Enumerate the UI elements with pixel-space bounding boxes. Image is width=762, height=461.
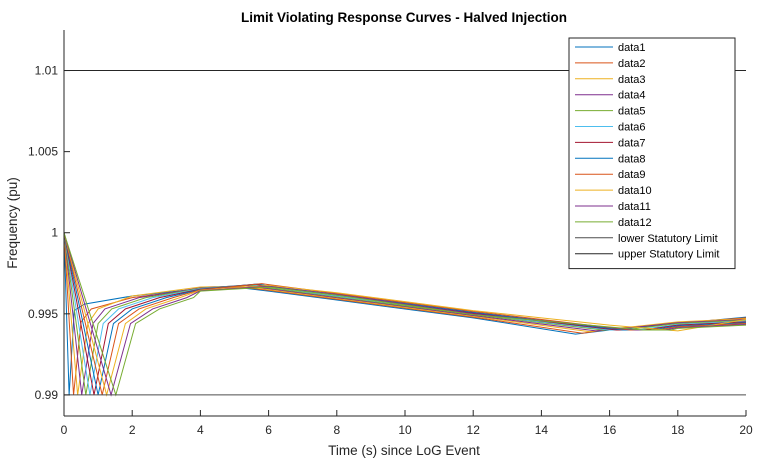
- x-tick-label: 16: [603, 423, 617, 437]
- legend-label: upper Statutory Limit: [618, 249, 720, 261]
- y-axis-label: Frequency (pu): [5, 177, 20, 269]
- axes-layer: 0 2 4 6 8 10 12 14 16 18 20 0.99 0.995 1 1.005 1.01: [28, 30, 753, 437]
- x-tick-label: 20: [739, 423, 753, 437]
- x-tick-label: 0: [61, 423, 68, 437]
- y-tick-label: 1.01: [35, 64, 59, 78]
- x-axis-label: Time (s) since LoG Event: [328, 443, 480, 458]
- y-tick-label: 1: [51, 226, 58, 240]
- legend-label: data3: [618, 74, 646, 86]
- x-tick-label: 8: [333, 423, 340, 437]
- legend-label: lower Statutory Limit: [618, 233, 718, 245]
- legend-label: data5: [618, 106, 646, 118]
- legend-label: data2: [618, 58, 646, 70]
- x-tick-label: 4: [197, 423, 204, 437]
- x-tick-label: 6: [265, 423, 272, 437]
- x-tick-label: 2: [129, 423, 136, 437]
- legend-label: data6: [618, 122, 646, 134]
- legend: data1 data2 data3 data4 data5 data6 data7 data8…: [568, 37, 736, 270]
- legend-label: data8: [618, 153, 646, 165]
- legend-label: data1: [618, 42, 646, 54]
- y-tick-label: 1.005: [28, 145, 58, 159]
- legend-label: data7: [618, 137, 646, 149]
- y-tick-label: 0.99: [35, 388, 59, 402]
- x-tick-label: 12: [467, 423, 481, 437]
- legend-box: [568, 37, 736, 270]
- legend-label: data4: [618, 90, 646, 102]
- x-tick-label: 14: [535, 423, 549, 437]
- series-line-data10: [63, 232, 747, 397]
- legend-label: data10: [618, 185, 652, 197]
- y-tick-label: 0.995: [28, 307, 58, 321]
- legend-label: data11: [618, 201, 651, 213]
- x-tick-label: 18: [671, 423, 685, 437]
- series-line-data12: [63, 232, 747, 397]
- legend-label: data12: [618, 217, 652, 229]
- legend-label: data9: [618, 169, 646, 181]
- chart-title: Limit Violating Response Curves - Halved…: [241, 10, 567, 25]
- x-tick-label: 10: [398, 423, 412, 437]
- series-layer: [63, 70, 747, 397]
